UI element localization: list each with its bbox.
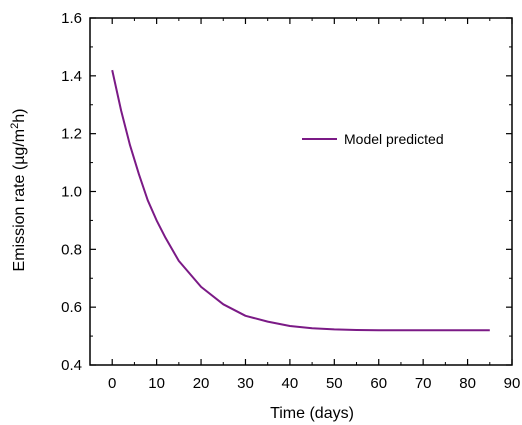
y-axis-label: Emission rate (µg/m2h) xyxy=(9,109,28,272)
y-tick-label: 1.0 xyxy=(61,184,82,201)
x-tick-label: 90 xyxy=(504,375,521,392)
series-line-model-predicted xyxy=(111,69,490,332)
x-tick-label: 40 xyxy=(282,375,299,392)
x-tick-label: 30 xyxy=(237,375,254,392)
y-tick-label: 1.2 xyxy=(61,126,82,143)
x-tick-label: 20 xyxy=(193,375,210,392)
x-tick-label: 50 xyxy=(326,375,343,392)
legend-series-label: Model predicted xyxy=(344,131,444,147)
y-axis-label-suffix: h) xyxy=(11,109,28,123)
y-axis-label-mu: µ xyxy=(11,156,28,165)
axes-layer xyxy=(89,17,513,366)
x-axis-label: Time (days) xyxy=(270,405,354,422)
x-tick-label: 80 xyxy=(459,375,476,392)
y-tick-label: 1.4 xyxy=(61,68,82,85)
legend: Model predicted xyxy=(302,131,444,147)
y-axis-label-superscript: 2 xyxy=(9,123,21,129)
y-tick-label: 0.6 xyxy=(61,299,82,316)
y-tick-label: 1.6 xyxy=(61,10,82,27)
y-tick-label: 0.4 xyxy=(61,357,82,374)
series-layer xyxy=(111,69,490,332)
y-axis-label-prefix: Emission rate ( xyxy=(11,164,28,271)
x-tick-label: 10 xyxy=(148,375,165,392)
x-tick-label: 60 xyxy=(370,375,387,392)
y-tick-label: 0.8 xyxy=(61,241,82,258)
x-tick-label: 0 xyxy=(108,375,116,392)
y-axis-label-mid: g/m xyxy=(11,129,28,156)
x-tick-label: 70 xyxy=(415,375,432,392)
plot-frame xyxy=(89,17,513,366)
ticks-layer: 0 10 20 30 40 50 60 70 80 90 0.4 0.6 0.8 1.0 1.2 1.4 1.6 xyxy=(61,10,520,392)
